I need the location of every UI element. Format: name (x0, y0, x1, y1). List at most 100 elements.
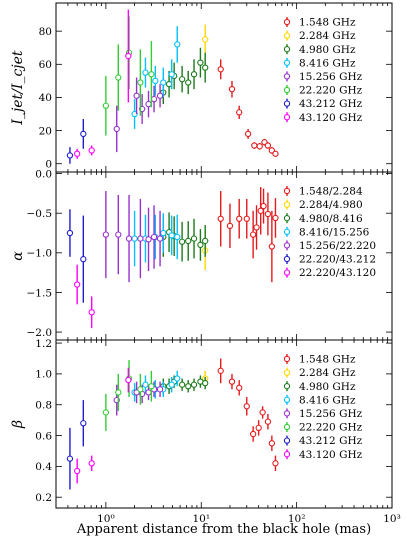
data-point (168, 232, 175, 239)
data-point (268, 440, 276, 447)
legend-label: 2.284 GHz (299, 367, 356, 379)
legend-label: 8.416 GHz (299, 394, 356, 406)
data-point (142, 381, 149, 388)
legend-marker (283, 410, 291, 417)
data-point (133, 92, 140, 99)
legend-label: 4.980 GHz (299, 44, 356, 56)
data-point (74, 281, 81, 288)
data-point (168, 381, 175, 388)
y-axis-label: β (10, 420, 26, 429)
data-point (272, 460, 279, 467)
legend-label: 15.256 GHz (299, 71, 363, 83)
data-point (202, 64, 209, 71)
legend-marker (283, 451, 291, 458)
data-point (178, 76, 186, 83)
data-point (80, 420, 87, 427)
legend-marker (283, 228, 291, 235)
legend-label: 4.980/8.416 (299, 213, 363, 225)
data-point (145, 100, 152, 108)
legend-marker (283, 201, 291, 208)
legend-marker (283, 396, 291, 403)
data-point (259, 409, 266, 416)
y-tick-label: 1.2 (35, 338, 52, 350)
data-point (156, 386, 164, 393)
y-axis-label: α (10, 251, 26, 261)
data-point (125, 376, 132, 384)
data-point (243, 403, 250, 410)
legend-label: 15.256 GHz (299, 408, 363, 420)
data-point (115, 74, 122, 81)
data-point (197, 59, 204, 66)
y-tick-label: −1.0 (27, 248, 53, 260)
data-point (74, 150, 81, 157)
legend-label: 43.120 GHz (299, 449, 363, 461)
legend-marker (283, 114, 291, 121)
data-point (202, 237, 209, 245)
data-point (202, 36, 209, 43)
data-point (160, 229, 167, 237)
legend-marker (283, 269, 291, 276)
y-tick-label: 0 (45, 159, 52, 171)
y-axis-label: I_jet/I_cjet (10, 50, 26, 125)
data-point (137, 386, 144, 393)
x-axis-label: Apparent distance from the black hole (m… (76, 522, 371, 537)
spectral-index-panel: 0.0 −0.5 −1.0 −1.5 −2.0 α 1.548/2.2842.284/4.9… (10, 168, 393, 341)
legend-label: 8.416 GHz (299, 57, 356, 69)
data-point (217, 215, 224, 222)
legend-marker (283, 187, 291, 195)
data-point (236, 109, 243, 116)
data-point (148, 71, 155, 78)
data-point (74, 467, 81, 475)
legend-label: 2.284 GHz (299, 30, 356, 42)
data-point (251, 142, 258, 149)
data-point (66, 229, 74, 237)
legend-marker (283, 437, 291, 444)
legend-marker (283, 355, 291, 363)
data-point (125, 52, 132, 60)
legend-label: 22.220/43.120 (299, 267, 376, 279)
data-point (190, 235, 198, 242)
data-point (190, 381, 198, 388)
legend-marker (283, 215, 291, 222)
data-point (255, 424, 262, 432)
data-point (174, 41, 181, 48)
legend-label: 1.548 GHz (299, 354, 356, 366)
data-point (178, 238, 186, 245)
data-point (80, 256, 87, 263)
legend-label: 43.120 GHz (299, 112, 363, 124)
data-point (217, 66, 224, 73)
data-point (113, 125, 120, 133)
legend-marker (283, 46, 291, 53)
legend-label: 1.548 GHz (299, 17, 356, 29)
data-point (88, 147, 95, 154)
data-point (185, 383, 192, 390)
data-point (115, 389, 122, 396)
data-point (66, 455, 74, 462)
legend-label: 43.212 GHz (299, 435, 363, 447)
data-point (256, 143, 263, 150)
data-point (272, 150, 279, 157)
x-tick-label: 10² (288, 513, 306, 525)
y-tick-label: 60 (39, 59, 52, 71)
x-tick-label: 10⁰ (97, 513, 115, 525)
data-point (253, 224, 260, 231)
y-tick-label: 20 (39, 125, 52, 137)
data-point (152, 77, 159, 85)
legend-label: 8.416/15.256 (299, 226, 370, 238)
data-point (272, 214, 279, 222)
data-point (264, 142, 272, 149)
data-point (150, 95, 158, 103)
legend-label: 15.256/22.220 (299, 240, 376, 252)
data-point (202, 380, 209, 387)
data-point (160, 79, 167, 86)
data-point (145, 389, 152, 396)
data-point (148, 383, 155, 390)
data-point (174, 375, 181, 382)
data-point (244, 130, 252, 138)
data-point (145, 236, 152, 243)
data-point (102, 102, 110, 109)
legend-label: 2.284/4.980 (299, 199, 363, 211)
data-point (260, 202, 267, 210)
data-point (228, 86, 236, 93)
